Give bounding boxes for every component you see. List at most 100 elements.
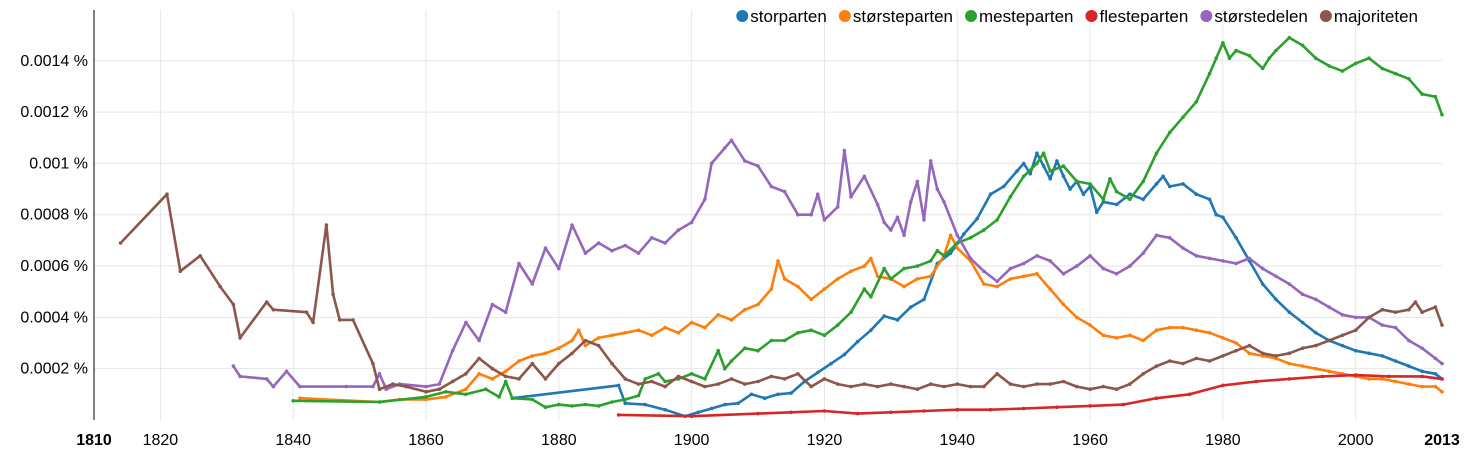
data-point bbox=[1420, 310, 1424, 315]
data-point bbox=[955, 241, 960, 245]
data-point bbox=[165, 192, 169, 196]
data-point bbox=[895, 215, 900, 220]
data-point bbox=[1420, 369, 1424, 374]
data-point bbox=[796, 212, 800, 217]
data-point bbox=[1167, 359, 1172, 363]
data-point bbox=[510, 396, 515, 401]
data-point bbox=[623, 243, 627, 248]
data-point bbox=[377, 387, 382, 392]
data-point bbox=[623, 401, 627, 406]
legend-marker bbox=[1085, 10, 1098, 22]
data-point bbox=[1128, 333, 1132, 338]
data-point bbox=[928, 159, 933, 163]
data-point bbox=[822, 287, 827, 291]
data-point bbox=[503, 369, 508, 374]
legend-item-flesteparten[interactable]: flesteparten bbox=[1085, 7, 1189, 26]
data-point bbox=[1234, 348, 1238, 353]
data-point bbox=[377, 400, 382, 404]
data-point bbox=[404, 384, 408, 389]
data-point bbox=[1121, 402, 1126, 407]
data-point bbox=[298, 384, 302, 389]
series-line[interactable] bbox=[617, 373, 1444, 418]
data-point bbox=[935, 248, 940, 253]
data-point bbox=[1187, 392, 1192, 397]
data-point bbox=[1114, 272, 1119, 276]
data-point bbox=[1194, 192, 1199, 196]
data-point bbox=[610, 248, 614, 253]
data-point bbox=[756, 379, 760, 384]
data-point bbox=[118, 241, 123, 245]
data-point bbox=[1247, 53, 1252, 58]
data-point bbox=[1214, 212, 1218, 217]
data-point bbox=[1075, 315, 1079, 320]
data-point bbox=[729, 377, 734, 381]
data-point bbox=[703, 197, 707, 202]
data-point bbox=[842, 148, 847, 153]
data-point bbox=[895, 318, 900, 322]
legend[interactable]: storparten størsteparten mesteparten fleste… bbox=[736, 7, 1418, 26]
data-point bbox=[1094, 210, 1099, 214]
data-point bbox=[304, 310, 309, 315]
legend-item-mesteparten[interactable]: mesteparten bbox=[965, 7, 1074, 26]
series-line[interactable] bbox=[291, 36, 1444, 409]
data-point bbox=[982, 269, 986, 274]
data-point bbox=[337, 318, 342, 322]
data-point bbox=[570, 223, 574, 227]
data-point bbox=[822, 333, 827, 338]
data-point bbox=[616, 413, 621, 417]
data-point bbox=[583, 338, 588, 343]
y-tick-labels: 0.0002 % 0.0004 % 0.0006 % 0.0008 % 0.001 % 0… bbox=[20, 53, 88, 378]
data-point bbox=[1114, 387, 1119, 392]
data-point bbox=[689, 320, 694, 325]
x-tick-label: 1940 bbox=[939, 432, 975, 449]
data-point bbox=[437, 382, 442, 386]
data-point bbox=[596, 343, 601, 348]
data-point bbox=[1167, 184, 1172, 189]
data-point bbox=[995, 372, 999, 376]
data-point bbox=[1154, 182, 1159, 186]
x-tick-label: 1900 bbox=[674, 432, 710, 449]
data-point bbox=[1407, 364, 1411, 368]
data-point bbox=[902, 266, 906, 271]
data-point bbox=[1367, 351, 1371, 356]
data-point bbox=[1314, 297, 1318, 302]
data-point bbox=[1141, 197, 1145, 202]
data-point bbox=[1088, 404, 1092, 408]
data-point bbox=[636, 382, 641, 386]
data-point bbox=[616, 383, 621, 388]
data-point bbox=[1035, 151, 1039, 155]
data-point bbox=[902, 233, 906, 238]
data-point bbox=[623, 397, 627, 402]
legend-item-majoriteten[interactable]: majoriteten bbox=[1319, 7, 1418, 26]
data-point bbox=[1367, 377, 1371, 381]
data-point bbox=[1367, 315, 1371, 320]
data-point bbox=[1314, 343, 1318, 348]
data-point bbox=[1101, 200, 1106, 204]
data-point bbox=[271, 307, 276, 312]
data-point bbox=[517, 377, 521, 381]
data-point bbox=[1048, 259, 1052, 263]
legend-item-storparten[interactable]: storparten bbox=[736, 7, 827, 26]
data-point bbox=[1154, 396, 1159, 401]
data-point bbox=[1234, 236, 1238, 240]
data-point bbox=[782, 277, 787, 281]
data-point bbox=[464, 320, 468, 325]
x-tick-label: 1860 bbox=[408, 432, 444, 449]
data-point bbox=[570, 351, 574, 356]
legend-item-størsteparten[interactable]: størsteparten bbox=[838, 7, 953, 26]
data-point bbox=[1300, 43, 1305, 48]
data-point bbox=[1260, 351, 1265, 356]
data-point bbox=[769, 374, 774, 379]
data-point bbox=[643, 402, 647, 407]
data-point bbox=[497, 395, 501, 399]
series-line[interactable] bbox=[298, 234, 1444, 404]
data-point bbox=[902, 384, 906, 389]
data-point bbox=[982, 384, 986, 389]
data-point bbox=[1314, 366, 1318, 371]
legend-item-størstedelen[interactable]: størstedelen bbox=[1200, 7, 1308, 26]
data-point bbox=[809, 297, 813, 302]
data-point bbox=[1154, 233, 1159, 238]
data-point bbox=[922, 297, 926, 302]
series-line[interactable] bbox=[119, 192, 1444, 394]
x-tick-label: 1980 bbox=[1205, 432, 1241, 449]
